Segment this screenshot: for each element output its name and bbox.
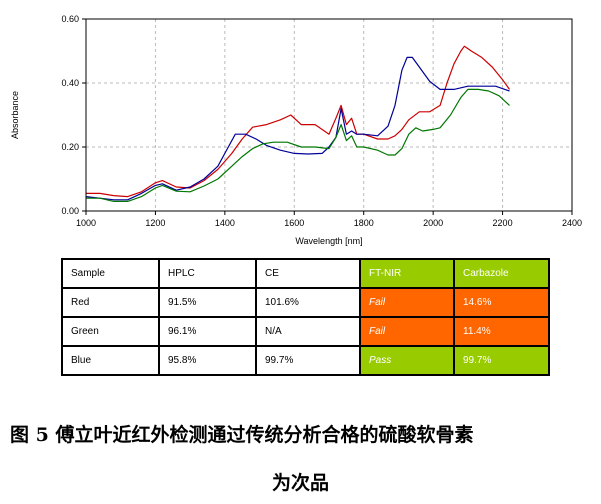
cell-ce: 99.7%: [255, 345, 361, 376]
x-tick-label: 1800: [354, 218, 374, 228]
x-tick-label: 1600: [284, 218, 304, 228]
header-sample: Sample: [61, 258, 160, 289]
figure-caption-continued: 为次品: [271, 472, 329, 494]
x-tick-label: 2200: [493, 218, 513, 228]
cell-sample: Green: [61, 316, 160, 347]
cell-ft-nir: Fail: [359, 287, 455, 318]
cell-carbazole: 14.6%: [453, 287, 550, 318]
table-row: Blue 95.8% 99.7% Pass 99.7%: [61, 345, 550, 376]
series-layer: [85, 45, 510, 202]
results-table: Sample HPLC CE FT-NIR Carbazole Red 91.5…: [61, 258, 550, 376]
series-line-0: [86, 45, 510, 198]
header-ft-nir: FT-NIR: [359, 258, 455, 289]
figure-caption: 图 5 傅立叶近红外检测通过传统分析合格的硫酸软骨素: [10, 424, 474, 446]
cell-sample: Red: [61, 287, 160, 318]
series-line-2: [86, 88, 510, 202]
y-tick-label: 0.60: [61, 14, 79, 24]
plot-frame: [85, 18, 573, 212]
x-tick-label: 2000: [423, 218, 443, 228]
cell-hplc: 91.5%: [158, 287, 257, 318]
x-tick-label: 1200: [145, 218, 165, 228]
header-carbazole: Carbazole: [453, 258, 550, 289]
cell-ce: 101.6%: [255, 287, 361, 318]
series-line-1: [85, 56, 510, 201]
cell-carbazole: 99.7%: [453, 345, 550, 376]
x-tick-label: 2400: [562, 218, 582, 228]
x-axis-label: Wavelength [nm]: [295, 236, 362, 246]
header-hplc: HPLC: [158, 258, 257, 289]
x-tick-label: 1000: [76, 218, 96, 228]
cell-ce: N/A: [255, 316, 361, 347]
absorbance-chart: 1000 1200 1400 1600 1800 2000 2200 2400 0.00 0.20…: [10, 14, 582, 246]
cell-hplc: 95.8%: [158, 345, 257, 376]
x-tick-label: 1400: [215, 218, 235, 228]
y-tick-label: 0.20: [61, 142, 79, 152]
table-header-row: Sample HPLC CE FT-NIR Carbazole: [61, 258, 550, 289]
y-axis-label: Absorbance: [10, 91, 20, 139]
table-row: Red 91.5% 101.6% Fail 14.6%: [61, 287, 550, 318]
cell-hplc: 96.1%: [158, 316, 257, 347]
y-tick-label: 0.40: [61, 78, 79, 88]
cell-ft-nir: Fail: [359, 316, 455, 347]
cell-ft-nir: Pass: [359, 345, 455, 376]
table-row: Green 96.1% N/A Fail 11.4%: [61, 316, 550, 347]
y-tick-label: 0.00: [61, 206, 79, 216]
cell-carbazole: 11.4%: [453, 316, 550, 347]
header-ce: CE: [255, 258, 361, 289]
cell-sample: Blue: [61, 345, 160, 376]
axis-ticks: 1000 1200 1400 1600 1800 2000 2200 2400 0.00 0.20…: [61, 14, 582, 228]
